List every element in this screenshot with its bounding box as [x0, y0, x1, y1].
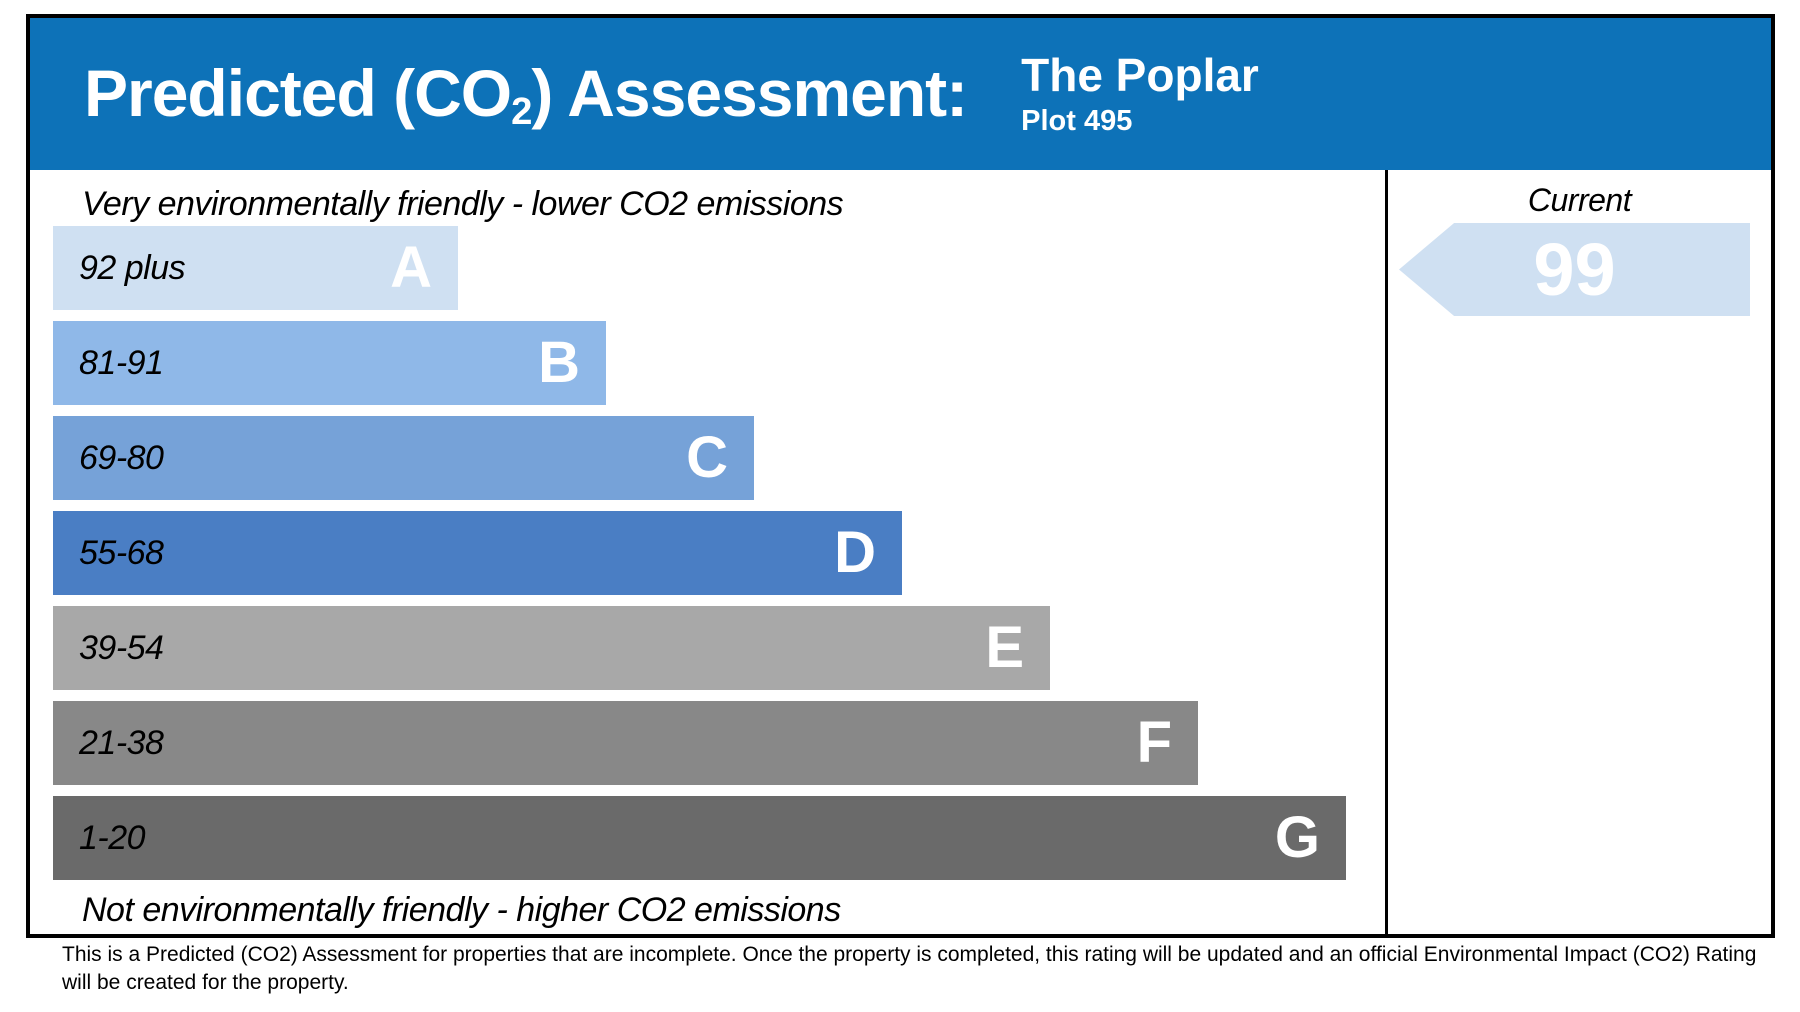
band-letter: D [834, 520, 876, 585]
band-row-b: 81-91 B [53, 321, 606, 405]
certificate-frame: Predicted (CO2) Assessment: The Poplar P… [26, 14, 1775, 938]
current-rating-arrow: 99 [1399, 223, 1750, 316]
rating-bands: 92 plus A 81-91 B 69-80 C 55-68 D 39-54 [53, 226, 1385, 880]
disclaimer-text: This is a Predicted (CO2) Assessment for… [62, 943, 1757, 994]
current-column: Current 99 [1388, 170, 1771, 934]
band-row-e: 39-54 E [53, 606, 1050, 690]
band-range: 1-20 [79, 818, 146, 857]
band-range: 92 plus [79, 248, 186, 287]
band-row-c: 69-80 C [53, 416, 754, 500]
band-range: 81-91 [79, 343, 164, 382]
band-range: 55-68 [79, 533, 164, 572]
band-letter: C [686, 425, 728, 490]
band-row-g: 1-20 G [53, 796, 1346, 880]
property-block: The Poplar Plot 495 [1021, 52, 1259, 136]
band-row-a: 92 plus A [53, 226, 458, 310]
rating-chart: Very environmentally friendly - lower CO… [30, 170, 1388, 934]
bottom-caption: Not environmentally friendly - higher CO… [82, 891, 841, 929]
band-range: 21-38 [79, 723, 164, 762]
band-letter: G [1274, 805, 1320, 870]
header: Predicted (CO2) Assessment: The Poplar P… [30, 18, 1771, 170]
band-letter: E [985, 615, 1024, 680]
property-plot-number: Plot 495 [1021, 105, 1133, 137]
band-letter: F [1136, 710, 1172, 775]
current-column-header: Current [1527, 182, 1632, 218]
top-caption: Very environmentally friendly - lower CO… [82, 185, 844, 223]
band-row-f: 21-38 F [53, 701, 1198, 785]
chart-body: Very environmentally friendly - lower CO… [30, 170, 1771, 934]
page-title: Predicted (CO2) Assessment: [84, 55, 968, 134]
current-rating-value: 99 [1533, 227, 1616, 311]
band-range: 39-54 [79, 628, 164, 667]
band-range: 69-80 [79, 438, 164, 477]
title-suffix: ) Assessment: [531, 55, 968, 130]
band-letter: A [390, 235, 432, 300]
title-prefix: Predicted (CO [84, 55, 512, 130]
title-subscript: 2 [511, 89, 532, 133]
band-row-d: 55-68 D [53, 511, 902, 595]
property-name: The Poplar [1021, 49, 1259, 101]
band-letter: B [538, 330, 580, 395]
